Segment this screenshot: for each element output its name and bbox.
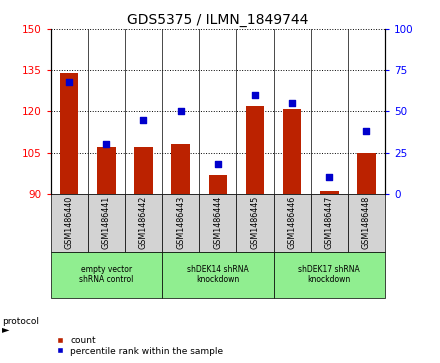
Bar xyxy=(357,152,376,194)
Bar xyxy=(274,194,311,252)
Point xyxy=(140,117,147,123)
Bar xyxy=(125,194,162,252)
Text: empty vector
shRNA control: empty vector shRNA control xyxy=(79,265,133,284)
Text: protocol: protocol xyxy=(2,317,39,326)
Bar xyxy=(246,106,264,194)
Bar xyxy=(88,194,125,252)
Bar xyxy=(274,252,385,298)
Bar xyxy=(171,144,190,194)
Bar xyxy=(134,147,153,194)
Text: GSM1486445: GSM1486445 xyxy=(250,196,260,249)
Text: GSM1486444: GSM1486444 xyxy=(213,196,222,249)
Legend: count, percentile rank within the sample: count, percentile rank within the sample xyxy=(55,335,224,357)
Point xyxy=(363,128,370,134)
Bar xyxy=(162,252,274,298)
Bar xyxy=(311,194,348,252)
Bar xyxy=(162,194,199,252)
Text: GSM1486443: GSM1486443 xyxy=(176,196,185,249)
Point xyxy=(103,142,110,147)
Text: ►: ► xyxy=(2,324,10,334)
Text: GSM1486447: GSM1486447 xyxy=(325,196,334,249)
Text: GSM1486441: GSM1486441 xyxy=(102,196,111,249)
Bar xyxy=(199,194,236,252)
Bar xyxy=(283,109,301,194)
Point xyxy=(177,109,184,114)
Bar xyxy=(320,191,338,194)
Bar xyxy=(236,194,274,252)
Bar xyxy=(51,194,88,252)
Point xyxy=(251,92,258,98)
Bar xyxy=(209,175,227,194)
Bar xyxy=(60,73,78,194)
Point xyxy=(326,175,333,180)
Bar xyxy=(51,252,162,298)
Text: GSM1486446: GSM1486446 xyxy=(288,196,297,249)
Text: GSM1486442: GSM1486442 xyxy=(139,196,148,249)
Text: GSM1486440: GSM1486440 xyxy=(65,196,73,249)
Point xyxy=(66,79,73,85)
Bar xyxy=(97,147,116,194)
Title: GDS5375 / ILMN_1849744: GDS5375 / ILMN_1849744 xyxy=(127,13,308,26)
Text: shDEK14 shRNA
knockdown: shDEK14 shRNA knockdown xyxy=(187,265,249,284)
Text: GSM1486448: GSM1486448 xyxy=(362,196,371,249)
Point xyxy=(289,100,296,106)
Text: shDEK17 shRNA
knockdown: shDEK17 shRNA knockdown xyxy=(298,265,360,284)
Bar xyxy=(348,194,385,252)
Point xyxy=(214,161,221,167)
